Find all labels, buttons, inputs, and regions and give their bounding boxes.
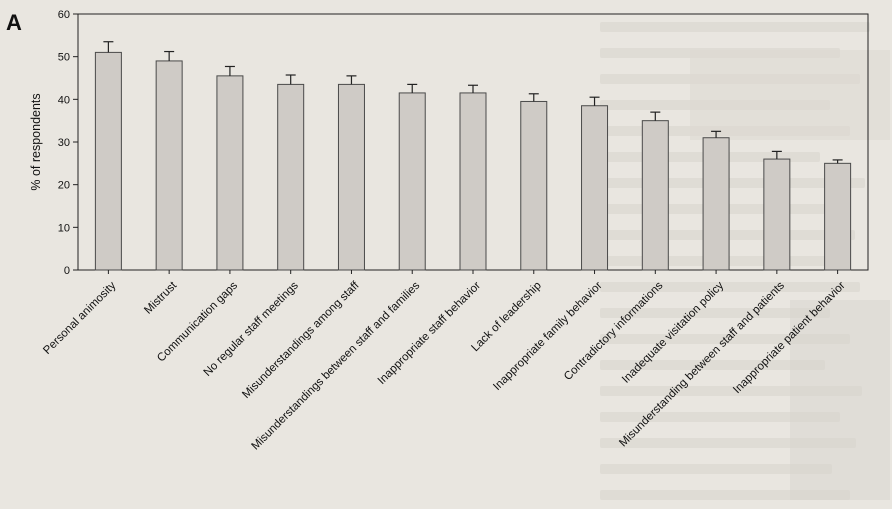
panel-label: A [6, 10, 22, 35]
category-label: Inappropriate staff behavior [376, 280, 483, 387]
bar [277, 83, 305, 271]
category-label: Mistrust [142, 279, 180, 317]
y-tick-label: 10 [58, 222, 70, 234]
y-axis-title: % of respondents [29, 93, 43, 190]
category-label: Inappropriate family behavior [491, 280, 604, 393]
bar [94, 51, 122, 271]
y-tick-label: 20 [58, 180, 70, 192]
category-label: Inappropriate patient behavior [731, 280, 848, 397]
y-tick-label: 0 [64, 265, 70, 277]
category-label: Misunderstandings among staff [240, 279, 362, 401]
bar [216, 75, 244, 271]
bar [581, 105, 609, 271]
bar [155, 60, 183, 271]
background-block [790, 300, 890, 500]
bar [641, 120, 669, 271]
bar [459, 92, 487, 271]
category-label: Personal animosity [41, 279, 118, 356]
bar [337, 83, 365, 271]
bar [398, 92, 426, 271]
category-label: Contradictory informations [562, 279, 666, 383]
plot-area: 0 10 20 30 40 50 60 Personal animosity Mistrust C… [41, 9, 869, 453]
y-tick-label: 30 [58, 137, 70, 149]
category-label: Inadequate visitation policy [620, 279, 726, 385]
bar [824, 162, 852, 271]
bar [702, 137, 730, 271]
bar [763, 158, 791, 271]
y-tick-label: 60 [58, 9, 70, 21]
background-table [690, 50, 890, 140]
y-tick-label: 50 [58, 52, 70, 64]
y-tick-label: 40 [58, 94, 70, 106]
bar [520, 100, 548, 271]
